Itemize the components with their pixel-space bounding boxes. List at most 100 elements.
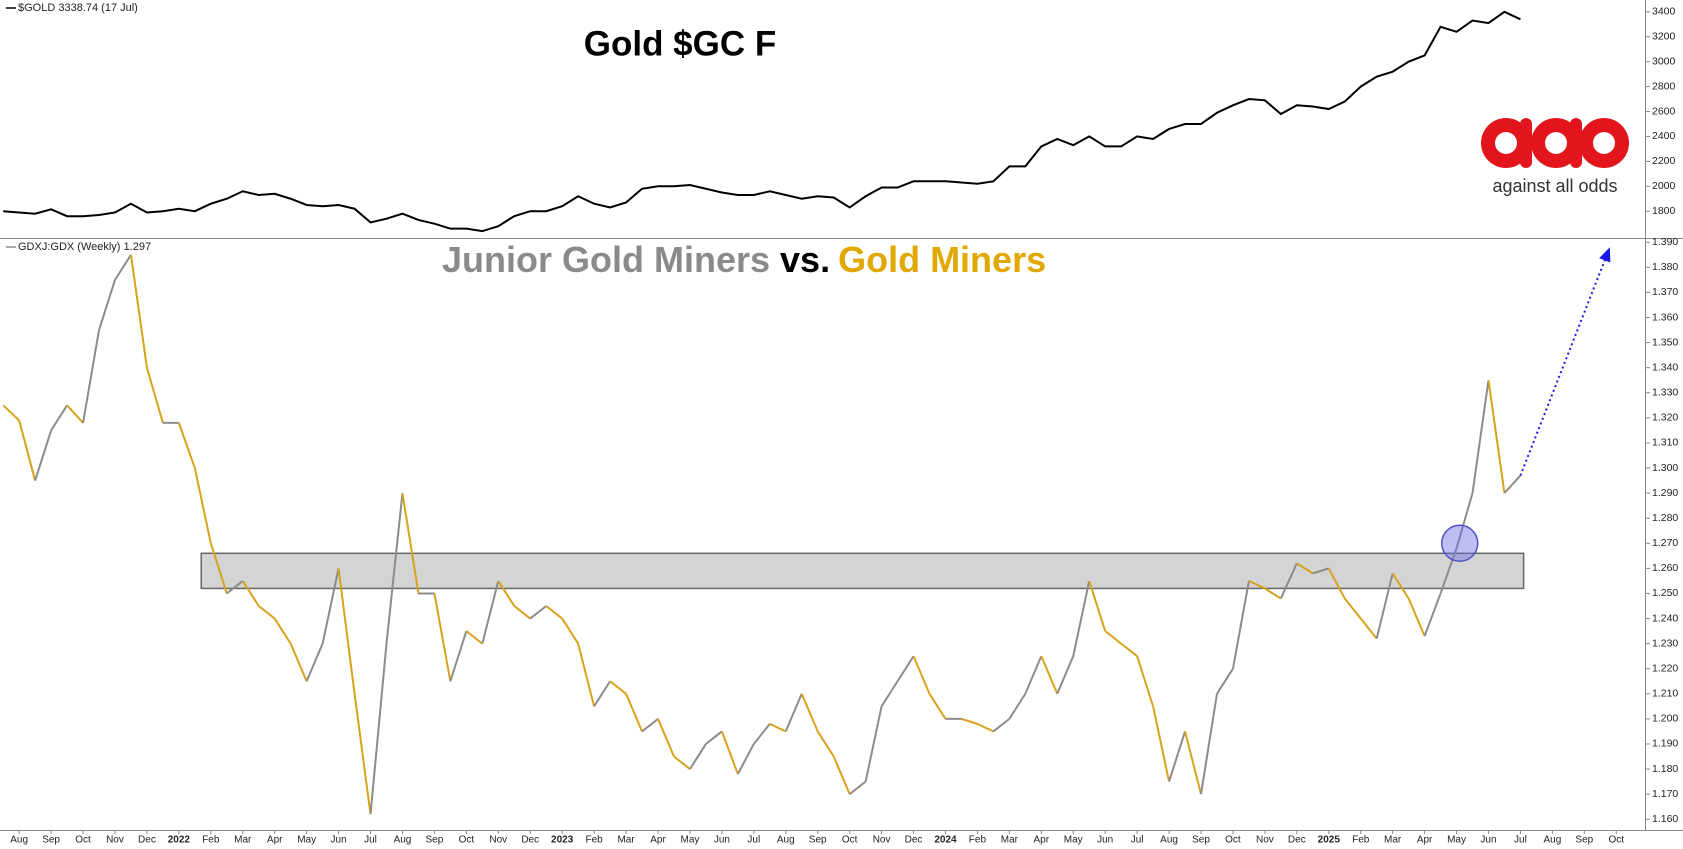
- x-tick-label: Nov: [489, 835, 507, 846]
- x-tick-label: Apr: [267, 835, 283, 846]
- x-tick-label: Dec: [905, 835, 923, 846]
- line-segment: [1056, 655, 1075, 695]
- y-tick-label: 1.320: [1652, 412, 1678, 424]
- x-tick-label: Sep: [426, 835, 444, 846]
- line-segment: [705, 730, 723, 745]
- line-segment: [928, 693, 947, 720]
- line-segment: [1327, 567, 1346, 599]
- line-segment: [625, 693, 643, 732]
- x-tick-label: Dec: [1288, 835, 1306, 846]
- x-tick-label: Jul: [747, 835, 760, 846]
- line-segment: [497, 580, 516, 607]
- x-tick-label: Sep: [1575, 835, 1593, 846]
- line-segment: [641, 718, 659, 733]
- y-tick-label: 3200: [1652, 31, 1676, 43]
- y-tick-label: 1.260: [1652, 562, 1678, 574]
- line-segment: [273, 617, 292, 645]
- line-segment: [1471, 380, 1490, 494]
- line-segment: [1439, 547, 1458, 594]
- y-tick-label: 2000: [1652, 180, 1676, 192]
- line-segment: [66, 404, 84, 424]
- target-arrow: [1519, 259, 1606, 476]
- x-tick-label: Sep: [1192, 835, 1210, 846]
- line-segment: [800, 693, 819, 732]
- x-tick-label: May: [297, 835, 316, 846]
- y-tick-label: 1.160: [1652, 813, 1678, 825]
- x-tick-label: Nov: [873, 835, 891, 846]
- y-tick-label: 1.290: [1652, 487, 1678, 499]
- x-tick-label: Sep: [809, 835, 827, 846]
- arrow-head: [1599, 247, 1611, 263]
- line-segment: [82, 329, 101, 424]
- line-segment: [753, 723, 771, 745]
- line-segment: [1248, 580, 1266, 590]
- legend: GDXJ:GDX (Weekly) 1.297: [18, 241, 151, 253]
- line-segment: [1024, 655, 1043, 695]
- x-tick-label: Jun: [714, 835, 730, 846]
- line: [3, 10, 1521, 233]
- line-segment: [1040, 655, 1059, 695]
- line-segment: [1200, 693, 1218, 795]
- y-tick-label: 1.300: [1652, 462, 1678, 474]
- y-tick-label: 1.380: [1652, 261, 1678, 273]
- x-tick-label: Feb: [202, 835, 220, 846]
- y-tick-label: 1.210: [1652, 688, 1678, 700]
- line-segment: [880, 680, 899, 707]
- line-segment: [241, 580, 260, 607]
- line-segment: [1136, 655, 1155, 707]
- line-segment: [401, 492, 420, 594]
- line-segment: [816, 730, 835, 758]
- line-segment: [736, 743, 755, 775]
- x-tick-label: 2023: [551, 835, 574, 846]
- x-tick-label: Aug: [1543, 835, 1561, 846]
- line-segment: [193, 467, 212, 544]
- line-segment: [98, 279, 116, 331]
- line-segment: [577, 643, 596, 707]
- y-tick-label: 3000: [1652, 55, 1676, 67]
- line-segment: [561, 617, 579, 645]
- x-tick-label: Oct: [75, 835, 91, 846]
- legend: $GOLD 3338.74 (17 Jul): [18, 2, 138, 14]
- y-tick-label: 1.330: [1652, 387, 1678, 399]
- y-tick-label: 2400: [1652, 130, 1676, 142]
- y-tick-label: 3400: [1652, 6, 1676, 18]
- chart-title: Junior Gold Miners vs. Gold Miners: [442, 239, 1046, 280]
- x-tick-label: Jun: [1480, 835, 1496, 846]
- x-tick-label: Aug: [394, 835, 412, 846]
- line-segment: [177, 422, 196, 469]
- line-segment: [1487, 380, 1506, 494]
- x-tick-label: Mar: [1384, 835, 1402, 846]
- line-segment: [1375, 573, 1394, 639]
- line-segment: [1296, 562, 1314, 575]
- x-tick-label: Oct: [1225, 835, 1241, 846]
- line-segment: [1359, 617, 1378, 640]
- line-segment: [481, 580, 500, 644]
- x-tick-label: May: [1064, 835, 1083, 846]
- line-segment: [720, 731, 739, 775]
- line-segment: [673, 755, 691, 770]
- x-tick-label: Dec: [521, 835, 539, 846]
- x-tick-label: Oct: [1608, 835, 1624, 846]
- line-segment: [832, 756, 851, 795]
- line-segment: [1279, 562, 1298, 599]
- line-segment: [1264, 587, 1282, 600]
- chart-title: Gold $GC F: [584, 24, 777, 63]
- line-segment: [976, 722, 994, 733]
- line-segment: [1152, 706, 1171, 782]
- y-tick-label: 1.180: [1652, 763, 1678, 775]
- line-segment: [545, 605, 563, 620]
- title-part: Gold Miners: [838, 239, 1046, 280]
- line-segment: [50, 404, 68, 431]
- line-segment: [1312, 567, 1330, 575]
- line-segment: [226, 580, 244, 595]
- line-segment: [849, 780, 867, 795]
- line-segment: [1423, 593, 1442, 637]
- y-tick-label: 1.170: [1652, 788, 1678, 800]
- x-tick-label: May: [1447, 835, 1466, 846]
- line-segment: [129, 254, 148, 368]
- line-segment: [689, 743, 707, 770]
- x-tick-label: Mar: [617, 835, 635, 846]
- x-tick-label: 2022: [168, 835, 191, 846]
- line-segment: [1072, 580, 1091, 657]
- x-tick-label: Jun: [331, 835, 347, 846]
